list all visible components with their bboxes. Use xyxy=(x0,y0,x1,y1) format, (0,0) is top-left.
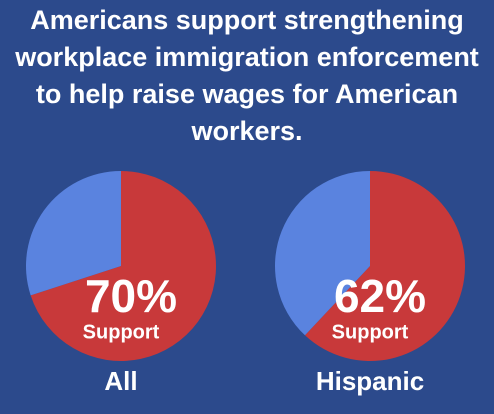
pie-title: Hispanic xyxy=(316,366,424,396)
pie-slice xyxy=(275,171,370,336)
pie-title: All xyxy=(104,366,137,396)
chart-title: Americans support strengthening workplac… xyxy=(15,5,479,146)
category-label: Support xyxy=(83,321,160,343)
pie-slice xyxy=(304,171,466,362)
value-label: 62% xyxy=(334,270,426,322)
pie-slice xyxy=(25,171,121,296)
category-label: Support xyxy=(332,321,409,343)
value-label: 70% xyxy=(85,270,177,322)
pie-slice xyxy=(30,171,217,361)
